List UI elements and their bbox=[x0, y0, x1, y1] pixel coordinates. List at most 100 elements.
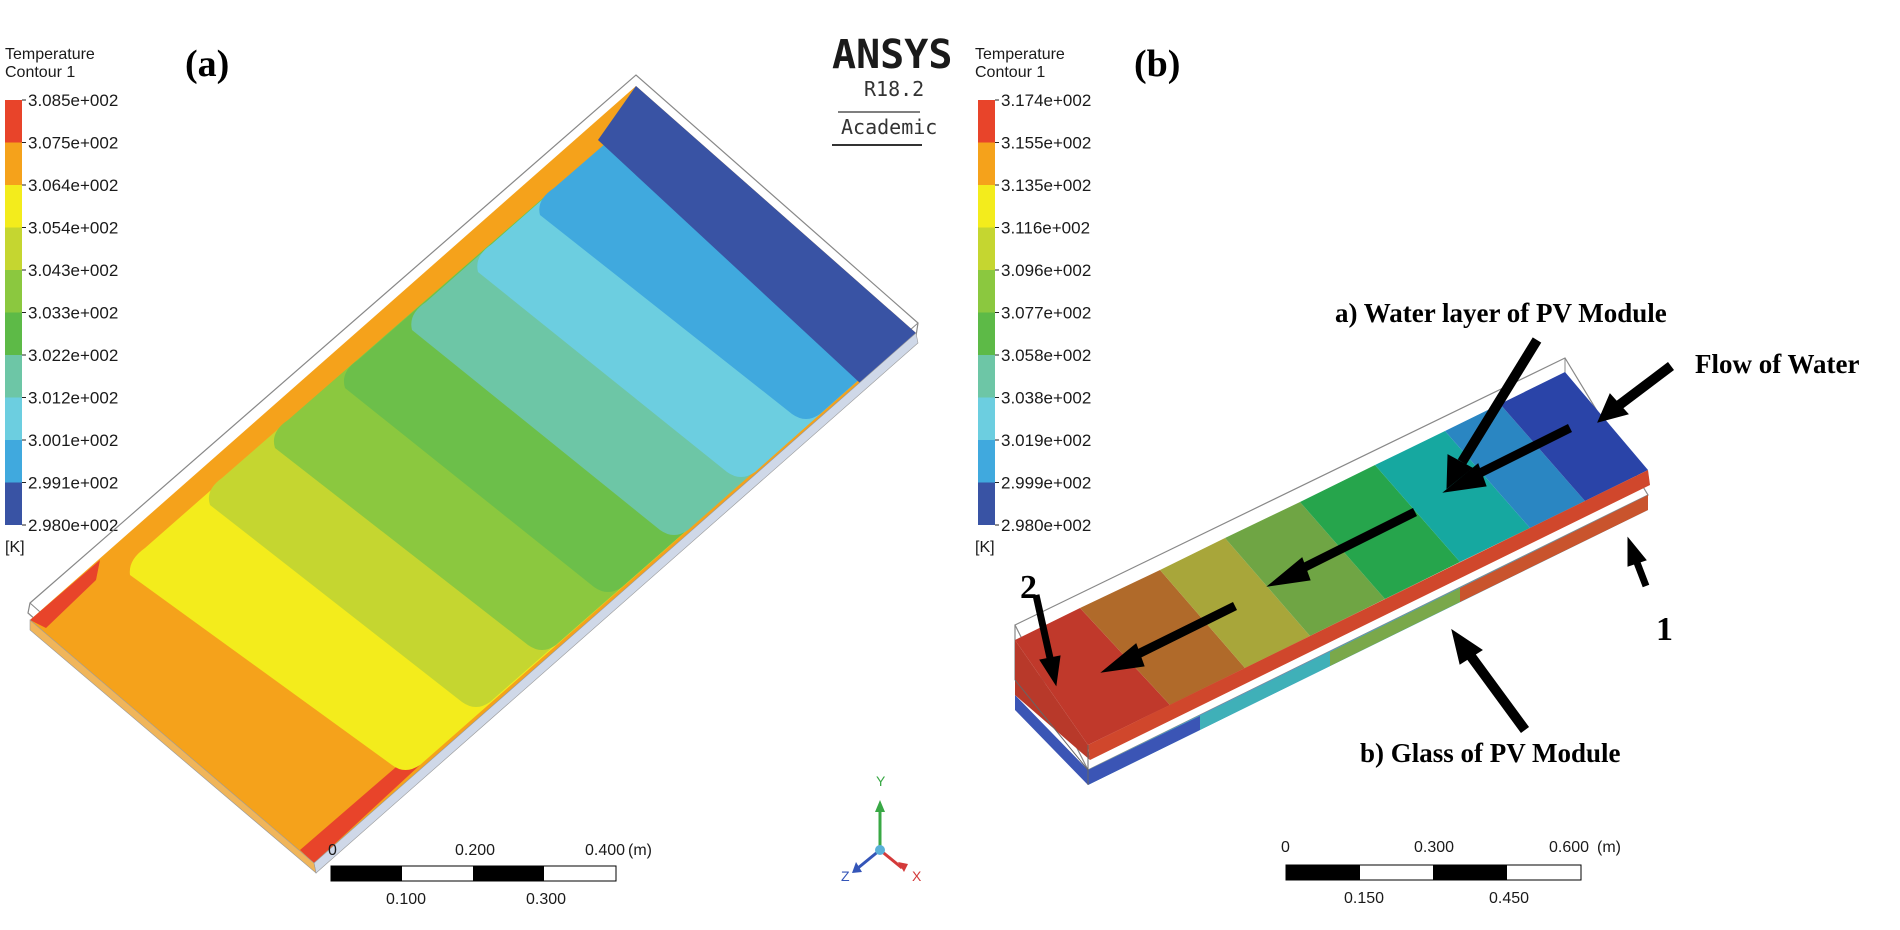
legend-b-title-2: Contour 1 bbox=[975, 64, 1045, 81]
glass-pointer bbox=[1465, 652, 1530, 733]
legend-b-swatch bbox=[978, 142, 995, 185]
legend-b-value: 3.058e+002 bbox=[1001, 346, 1091, 365]
legend-b-unit: [K] bbox=[975, 539, 995, 556]
legend-a-swatch bbox=[5, 142, 22, 185]
flow-arrow-1 bbox=[1467, 423, 1573, 483]
marker-1-pointer bbox=[1632, 558, 1650, 588]
legend-b-value: 3.077e+002 bbox=[1001, 304, 1091, 323]
water-band-olive bbox=[1160, 538, 1310, 668]
scale-b-unit: (m) bbox=[1597, 839, 1621, 856]
ansys-logo: ANSYS R18.2 Academic bbox=[832, 32, 952, 146]
scale-b-subtick-1: 0.450 bbox=[1489, 890, 1529, 907]
legend-b-value: 3.096e+002 bbox=[1001, 261, 1091, 280]
glass-side-red bbox=[1460, 495, 1648, 602]
legend-a-unit: [K] bbox=[5, 539, 25, 556]
band-red bbox=[300, 755, 420, 863]
band-blue bbox=[598, 86, 916, 383]
legend-a-value: 3.054e+002 bbox=[28, 219, 118, 238]
panel-a-label: (a) bbox=[185, 43, 229, 85]
legend-a-swatch bbox=[5, 227, 22, 270]
legend-b-value: 3.038e+002 bbox=[1001, 389, 1091, 408]
scale-a-tick-1: 0.200 bbox=[455, 842, 495, 859]
scale-b-tick-0: 0 bbox=[1281, 839, 1290, 856]
arrows-b bbox=[1032, 337, 1675, 733]
legend-a-swatch bbox=[5, 100, 22, 143]
legend-b-swatch bbox=[978, 100, 995, 143]
annotation-flow: Flow of Water bbox=[1695, 349, 1859, 379]
triad-z-arrow bbox=[852, 862, 862, 873]
triad-y-label: Y bbox=[876, 773, 886, 789]
module-b-edge bbox=[1014, 679, 1089, 771]
water-layer-pointer bbox=[1457, 337, 1542, 465]
logo-version: R18.2 bbox=[864, 77, 924, 101]
flow-pointer bbox=[1614, 362, 1675, 410]
water-band-red bbox=[1015, 608, 1170, 745]
legend-a-value: 2.980e+002 bbox=[28, 516, 118, 535]
legend-a-value: 3.064e+002 bbox=[28, 176, 118, 195]
legend-a-value: 3.033e+002 bbox=[28, 304, 118, 323]
legend-b-swatch bbox=[978, 227, 995, 270]
band-red bbox=[30, 560, 100, 628]
legend-b-title-1: Temperature bbox=[975, 46, 1065, 63]
scale-b-subtick-0: 0.150 bbox=[1344, 890, 1384, 907]
legend-a-value: 3.001e+002 bbox=[28, 431, 118, 450]
water-edge-red bbox=[1088, 470, 1650, 760]
legend-a-value: 3.022e+002 bbox=[28, 346, 118, 365]
marker-2-pointer-head bbox=[1039, 655, 1061, 687]
marker-2: 2 bbox=[1020, 569, 1037, 606]
glass-side-blue bbox=[1088, 716, 1200, 785]
triad-x-arrow bbox=[898, 862, 908, 872]
legend-b-swatch bbox=[978, 440, 995, 483]
scale-b-tick-1: 0.300 bbox=[1414, 839, 1454, 856]
triad-origin bbox=[875, 845, 885, 855]
panel-b: (b) Temperature Contour 1 3.174e+002 3.15… bbox=[975, 43, 1859, 907]
marker-2-pointer bbox=[1032, 594, 1054, 659]
legend-a-swatch bbox=[5, 397, 22, 440]
pv-module-b bbox=[1014, 357, 1650, 785]
legend-a-value: 3.043e+002 bbox=[28, 261, 118, 280]
legend-a-swatch bbox=[5, 355, 22, 398]
flow-arrow-1-head bbox=[1442, 463, 1487, 493]
annotation-glass: b) Glass of PV Module bbox=[1360, 738, 1621, 768]
legend-a-swatch bbox=[5, 270, 22, 313]
legend-b: Temperature Contour 1 3.174e+002 3.155e+0… bbox=[975, 46, 1091, 556]
triad-y-arrow bbox=[875, 800, 885, 812]
legend-b-swatch bbox=[978, 482, 995, 525]
legend-b-value: 2.999e+002 bbox=[1001, 474, 1091, 493]
flow-arrow-3-head bbox=[1100, 643, 1145, 673]
legend-b-value: 3.135e+002 bbox=[1001, 176, 1091, 195]
axis-triad: Y Z X bbox=[841, 773, 922, 884]
marker-1-pointer-head bbox=[1627, 536, 1647, 567]
glass-side-green bbox=[1330, 588, 1460, 666]
scale-bar-b: 0 0.300 0.600 (m) 0.150 0.450 bbox=[1281, 839, 1621, 907]
water-band-darkblue bbox=[1500, 372, 1648, 501]
legend-b-colorbar: 3.174e+002 3.155e+002 3.135e+002 3.116e+002… bbox=[978, 91, 1091, 535]
triad-z-label: Z bbox=[841, 868, 850, 884]
legend-a-swatch bbox=[5, 440, 22, 483]
panel-a: (a) Temperature Contour 1 3.085e+002 3.07… bbox=[5, 43, 919, 908]
band-lightblue bbox=[539, 118, 898, 419]
scale-a-unit: (m) bbox=[628, 842, 652, 859]
scale-a-tick-0: 0 bbox=[328, 842, 337, 859]
scale-a-seg bbox=[473, 866, 544, 881]
legend-a-value: 3.012e+002 bbox=[28, 389, 118, 408]
legend-b-value: 3.155e+002 bbox=[1001, 134, 1091, 153]
legend-a: Temperature Contour 1 3.085e+002 3.075e+0… bbox=[5, 46, 118, 556]
water-band-teal bbox=[1375, 431, 1530, 562]
legend-b-swatch bbox=[978, 312, 995, 355]
logo-edition: Academic bbox=[841, 115, 937, 139]
legend-b-swatch bbox=[978, 397, 995, 440]
scale-b-tick-2: 0.600 bbox=[1549, 839, 1589, 856]
flow-arrow-2 bbox=[1292, 507, 1418, 577]
triad-x-label: X bbox=[912, 868, 922, 884]
legend-b-value: 3.116e+002 bbox=[1001, 219, 1090, 238]
water-front-face bbox=[1015, 640, 1090, 760]
flow-arrow-3 bbox=[1128, 601, 1237, 663]
glass-front-face bbox=[1015, 695, 1088, 785]
slab-a-front bbox=[29, 619, 317, 874]
flow-pointer-head bbox=[1597, 393, 1629, 423]
legend-a-swatch bbox=[5, 185, 22, 228]
water-layer-pointer-head bbox=[1446, 454, 1473, 490]
legend-b-value: 3.174e+002 bbox=[1001, 91, 1091, 110]
